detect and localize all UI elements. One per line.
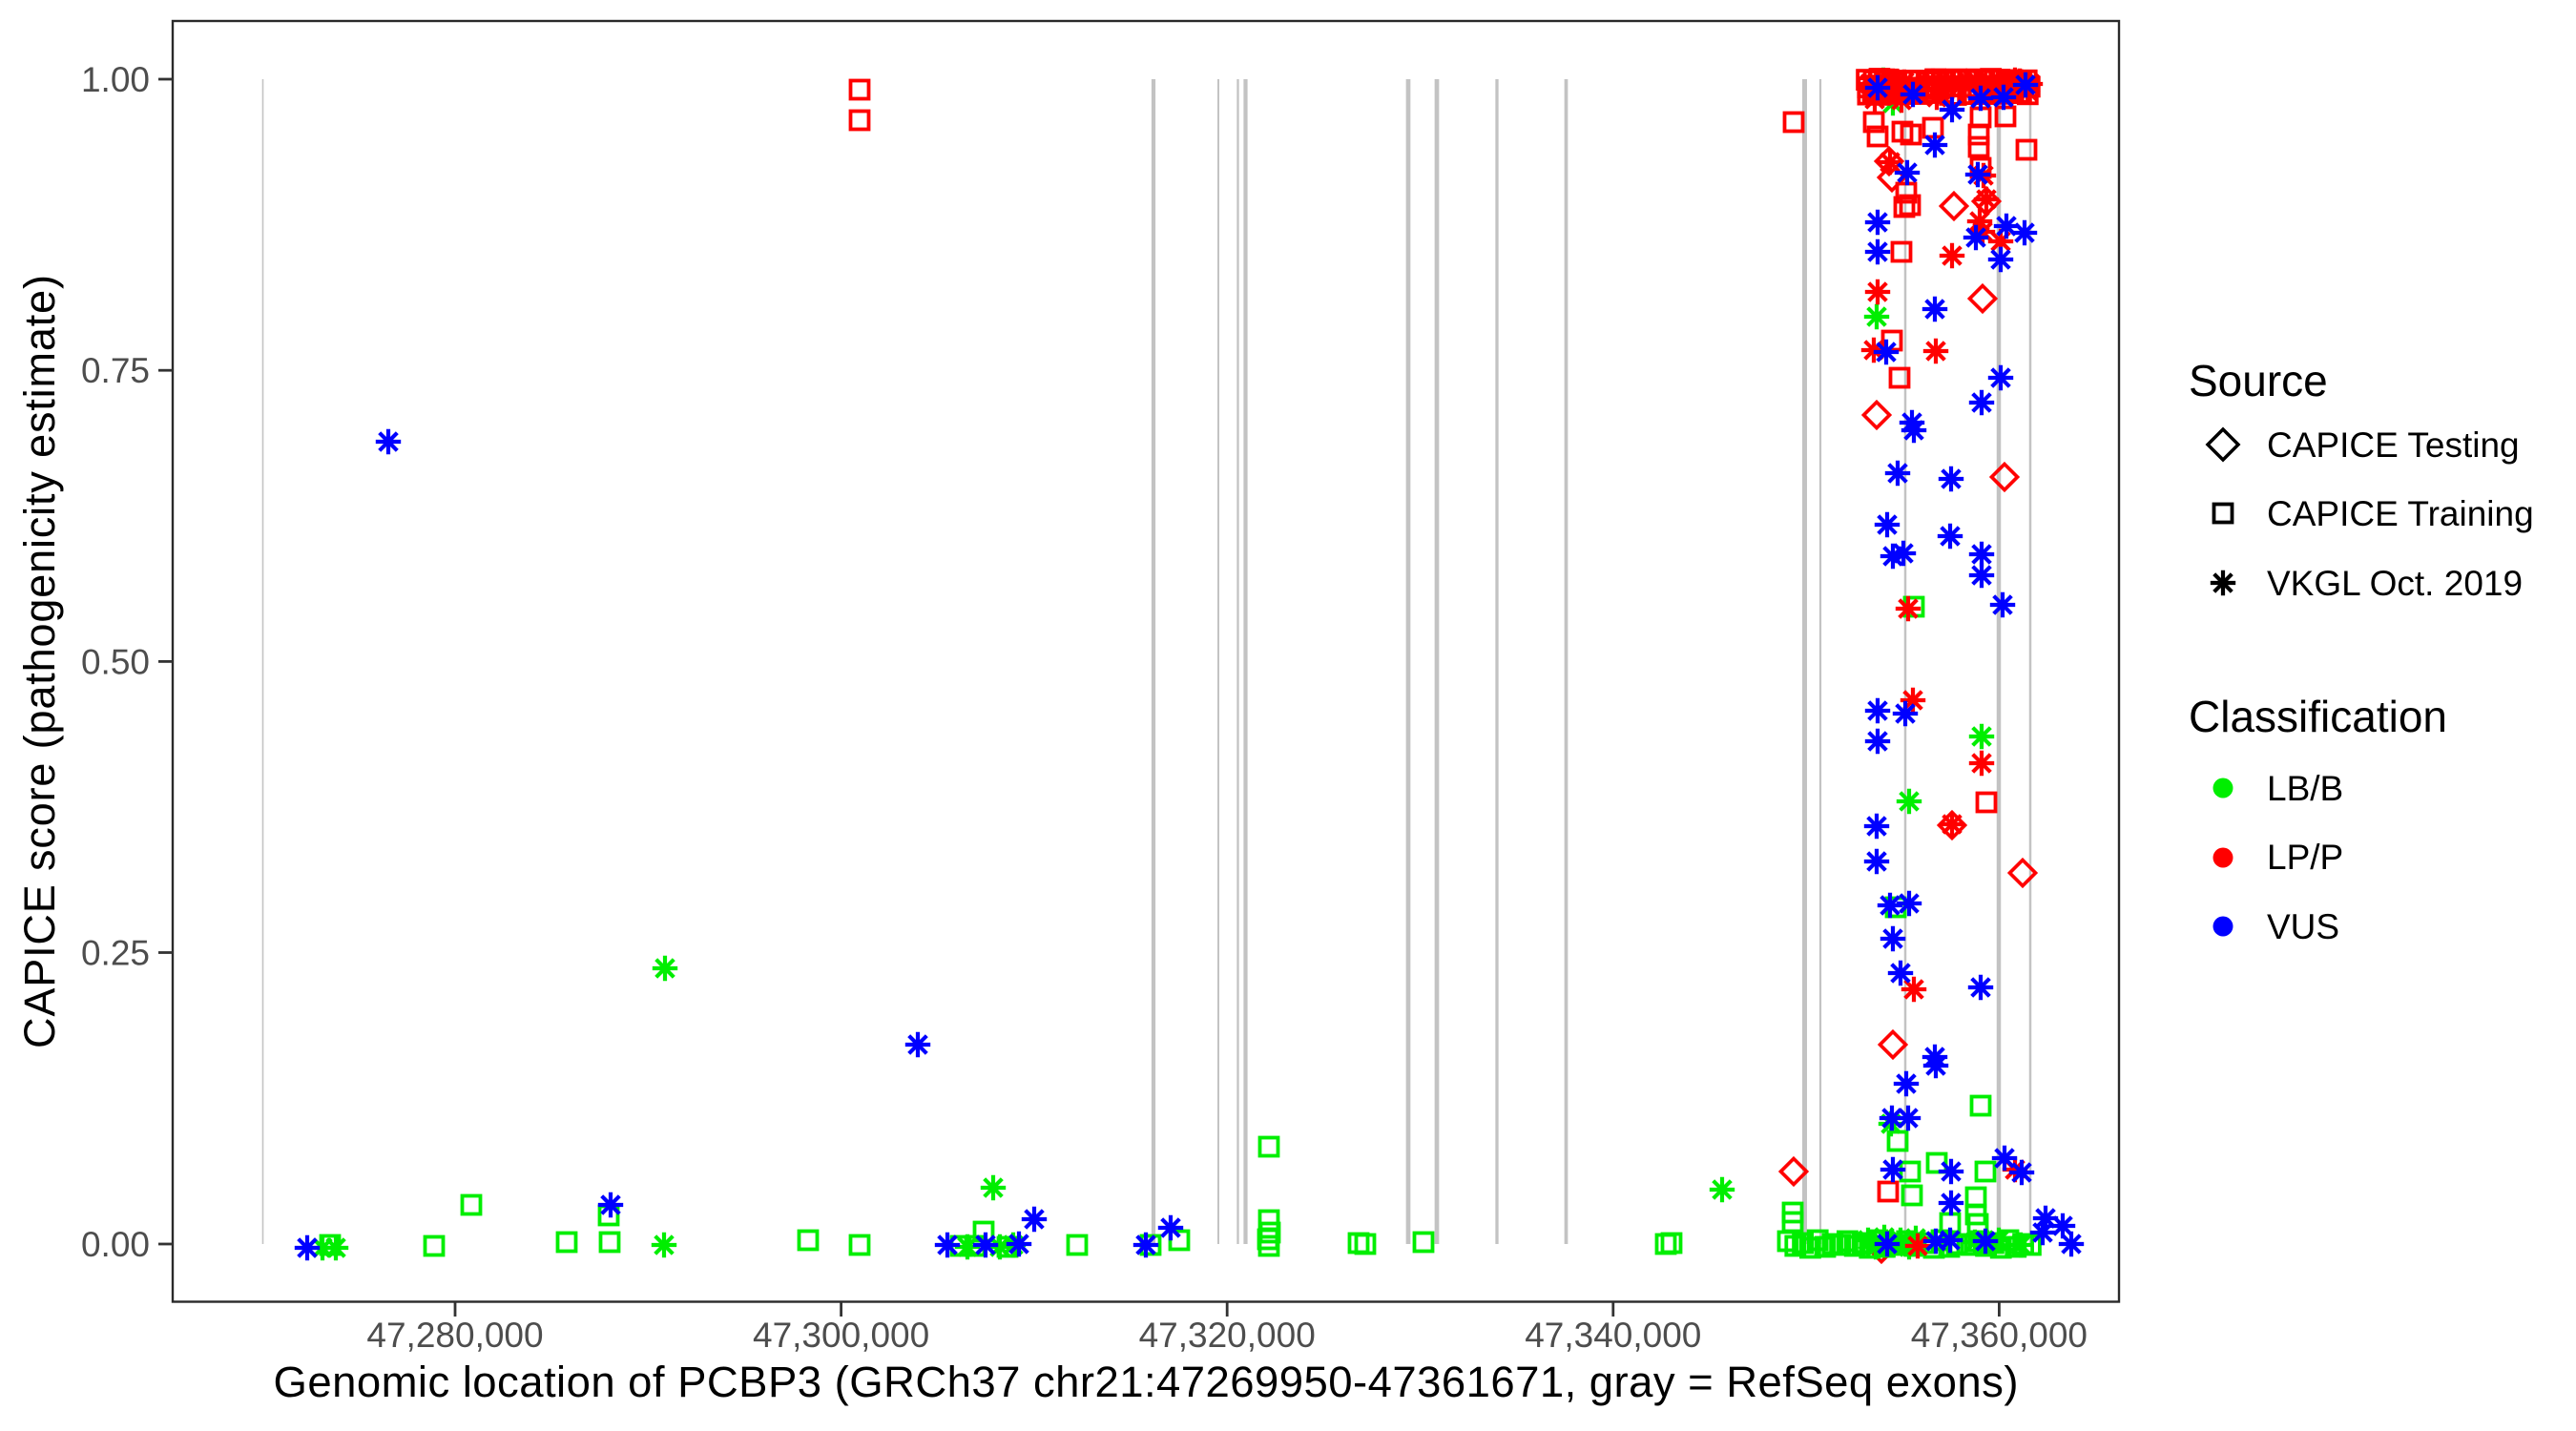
svg-text:47,340,000: 47,340,000 xyxy=(1525,1316,1701,1355)
svg-text:Genomic location of PCBP3 (GRC: Genomic location of PCBP3 (GRCh37 chr21:… xyxy=(274,1358,2019,1406)
svg-text:0.00: 0.00 xyxy=(81,1225,150,1264)
svg-text:0.50: 0.50 xyxy=(81,642,150,681)
svg-text:CAPICE Testing: CAPICE Testing xyxy=(2267,425,2520,465)
svg-text:Classification: Classification xyxy=(2189,692,2447,741)
svg-text:47,360,000: 47,360,000 xyxy=(1911,1316,2088,1355)
svg-text:47,320,000: 47,320,000 xyxy=(1139,1316,1316,1355)
svg-text:CAPICE Training: CAPICE Training xyxy=(2267,494,2534,533)
svg-text:LP/P: LP/P xyxy=(2267,838,2343,877)
svg-text:0.75: 0.75 xyxy=(81,351,150,390)
svg-text:47,300,000: 47,300,000 xyxy=(753,1316,929,1355)
svg-text:LB/B: LB/B xyxy=(2267,769,2343,808)
svg-text:1.00: 1.00 xyxy=(81,60,150,99)
svg-text:CAPICE score (pathogenicity es: CAPICE score (pathogenicity estimate) xyxy=(15,275,64,1048)
svg-text:Source: Source xyxy=(2189,356,2328,405)
svg-text:0.25: 0.25 xyxy=(81,934,150,973)
svg-text:VKGL Oct. 2019: VKGL Oct. 2019 xyxy=(2267,564,2523,603)
svg-text:VUS: VUS xyxy=(2267,907,2339,946)
svg-text:47,280,000: 47,280,000 xyxy=(366,1316,543,1355)
